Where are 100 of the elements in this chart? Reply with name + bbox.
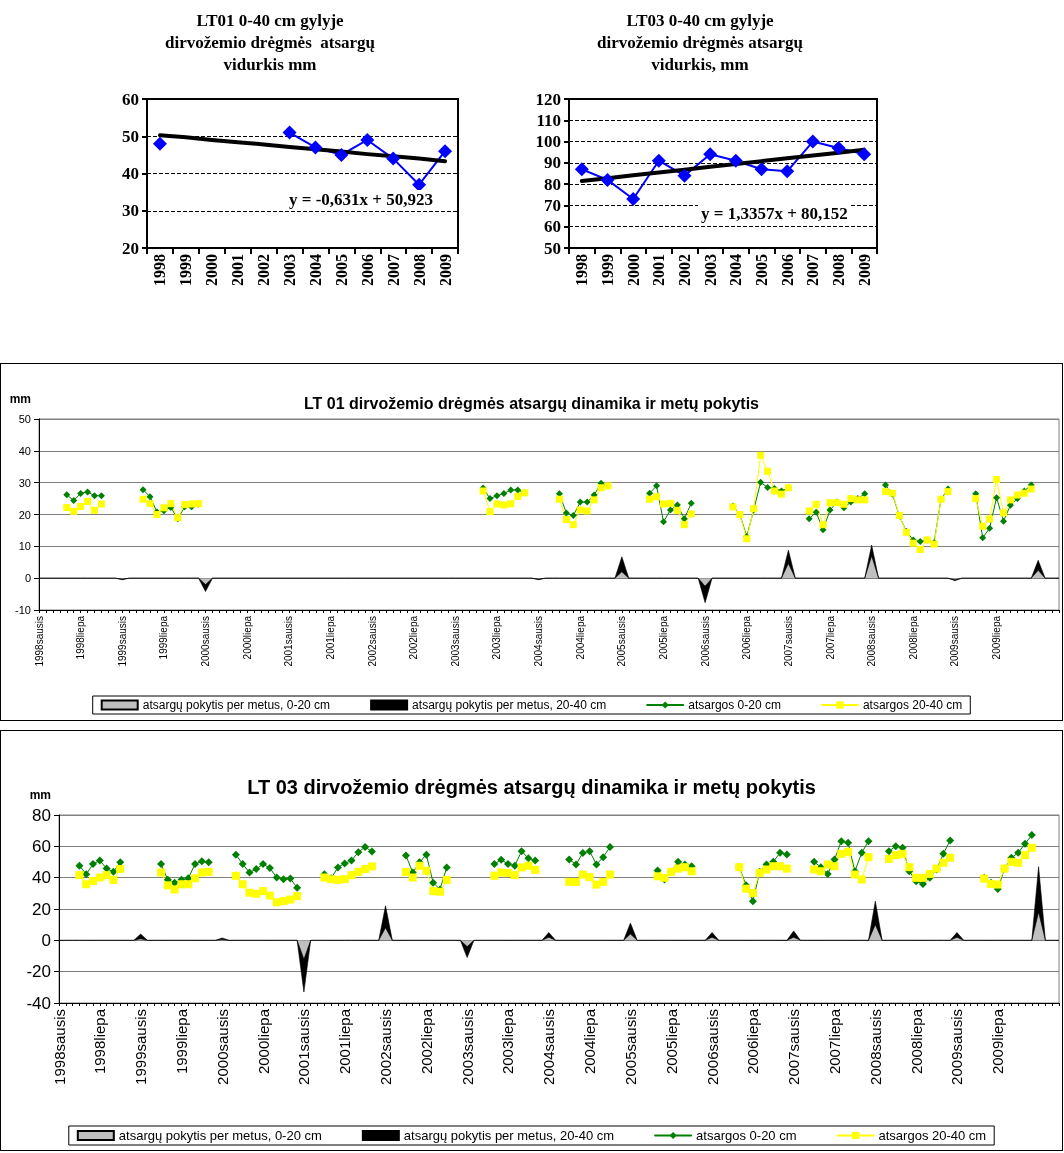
point [805, 134, 820, 149]
legend-label: atsargos 0-20 cm [688, 698, 781, 712]
legend-label: atsargų pokytis per metus, 0-20 cm [118, 1128, 322, 1143]
x-tick-label: 2008liepa [907, 615, 919, 660]
y-tick-label: 40 [18, 444, 31, 457]
x-tick-label: 2004 [727, 254, 745, 286]
point [754, 162, 769, 177]
x-tick-label: 2009sausis [949, 616, 961, 667]
point [703, 147, 718, 162]
x-tick-label: 2006 [778, 254, 796, 286]
x-tick-label: 2000liepa [241, 615, 253, 660]
chart-title: LT01 0-40 cm gylyje dirvožemio drėgmės atsargų vidurkis mm [164, 10, 376, 74]
x-tick-label: 2003liepa [499, 1008, 517, 1075]
y-tick-label: -10 [15, 604, 31, 616]
x-tick-label: 2009liepa [991, 615, 1003, 660]
legend-label: atsargų pokytis per metus, 20-40 cm [412, 698, 607, 712]
legend-label: atsargų pokytis per metus, 0-20 cm [142, 698, 331, 712]
x-tick-label: 2003sausis [458, 1009, 476, 1085]
x-tick-label: 1999 [177, 254, 195, 286]
y-tick-label: 0 [41, 930, 51, 950]
chart-title: LT03 0-40 cm gylyje dirvožemio drėgmės atsargų vidurkis, mm [597, 10, 803, 74]
x-tick-label: 2006liepa [744, 1008, 762, 1075]
y-tick-label: -40 [26, 993, 51, 1013]
x-tick-label: 2001liepa [336, 1008, 354, 1075]
point [574, 162, 589, 177]
x-tick-label: 2002sausis [366, 616, 378, 667]
y-axis-title: mm [29, 788, 51, 802]
y-tick-label: 80 [32, 805, 51, 825]
chart-title: LT 01 dirvožemio drėgmės atsargų dinamika ir metų pokytis [304, 395, 760, 412]
legend-label: atsargų pokytis per metus, 20-40 cm [403, 1128, 615, 1143]
x-tick-label: 2003 [701, 254, 719, 286]
y-tick-label: 80 [544, 174, 561, 194]
annotation: y = -0,631x + 50,923 [288, 190, 434, 209]
x-tick-label: 1998sausis [50, 1009, 68, 1085]
point [412, 177, 427, 192]
x-tick-label: 2001sausis [283, 616, 295, 667]
x-tick-label: 2004 [306, 254, 324, 286]
x-tick-label: 2006 [358, 254, 376, 286]
x-tick-label: 2009sausis [948, 1009, 966, 1085]
x-tick-label: 2007liepa [826, 1008, 844, 1075]
x-tick-label: 2007 [384, 254, 402, 286]
x-tick-label: 2005 [753, 254, 770, 286]
y-tick-label: 50 [544, 238, 561, 258]
chart-title: LT 03 dirvožemio drėgmės atsargų dinamika ir metų pokytis [247, 775, 816, 798]
x-tick-label: 2005sausis [616, 616, 628, 667]
x-tick-label: 2000 [624, 254, 642, 286]
x-tick-label: 2005liepa [657, 615, 669, 660]
y-tick-label: 110 [536, 110, 561, 130]
y-tick-label: 50 [122, 126, 139, 146]
x-tick-label: 2005 [332, 254, 350, 286]
x-tick-label: 2009 [855, 254, 873, 286]
x-tick-label: 2000 [203, 254, 221, 286]
y-tick-label: -20 [26, 962, 51, 982]
x-tick-label: 1999sausis [132, 1009, 150, 1085]
point [857, 147, 872, 162]
x-tick-label: 2009liepa [989, 1008, 1007, 1075]
y-tick-label: 20 [32, 899, 51, 919]
point [600, 172, 615, 187]
y-tick-label: 60 [122, 89, 139, 109]
x-tick-label: 2001liepa [324, 615, 336, 660]
x-tick-label: 2000sausis [213, 1009, 231, 1085]
x-tick-label: 2002 [255, 254, 273, 286]
x-tick-label: 2002liepa [417, 1008, 435, 1075]
x-tick-label: 2001sausis [295, 1009, 313, 1085]
x-tick-label: 2000liepa [254, 1008, 272, 1075]
x-tick-label: 2006liepa [741, 615, 753, 660]
point [438, 144, 453, 159]
x-tick-label: 1999liepa [172, 1008, 190, 1075]
y-tick-label: 90 [544, 153, 561, 173]
x-tick-label: 2008 [830, 254, 847, 286]
x-tick-label: 2007sausis [782, 616, 794, 667]
point [282, 125, 297, 140]
point [677, 168, 692, 183]
x-tick-label: 2004sausis [533, 616, 545, 667]
x-tick-label: 1999liepa [158, 615, 170, 660]
y-tick-label: 30 [122, 201, 139, 221]
x-tick-label: 2007liepa [824, 615, 836, 660]
point [360, 132, 375, 147]
x-tick-label: 1998 [573, 254, 591, 286]
y-tick-label: 60 [544, 217, 561, 237]
x-tick-label: 2007sausis [785, 1009, 803, 1085]
x-tick-label: 2004liepa [581, 1008, 599, 1075]
x-tick-label: 2003sausis [449, 616, 461, 667]
y-axis-title: mm [9, 392, 31, 406]
y-tick-label: 0 [24, 572, 31, 585]
y-tick-label: 20 [122, 238, 139, 258]
y-tick-label: 120 [535, 89, 561, 109]
x-tick-label: 2007 [804, 254, 822, 286]
x-tick-label: 2001 [229, 254, 247, 286]
x-tick-label: 2009 [436, 254, 454, 286]
x-tick-label: 1998liepa [91, 1008, 109, 1075]
x-tick-label: 2002liepa [408, 615, 420, 660]
y-tick-label: 20 [18, 508, 31, 521]
point [386, 151, 401, 166]
x-tick-label: 2008sausis [866, 1009, 884, 1085]
point [780, 164, 795, 179]
point [152, 136, 167, 151]
x-tick-label: 2008sausis [866, 616, 878, 667]
x-tick-label: 2005liepa [662, 1008, 680, 1075]
y-tick-label: 70 [544, 195, 561, 215]
